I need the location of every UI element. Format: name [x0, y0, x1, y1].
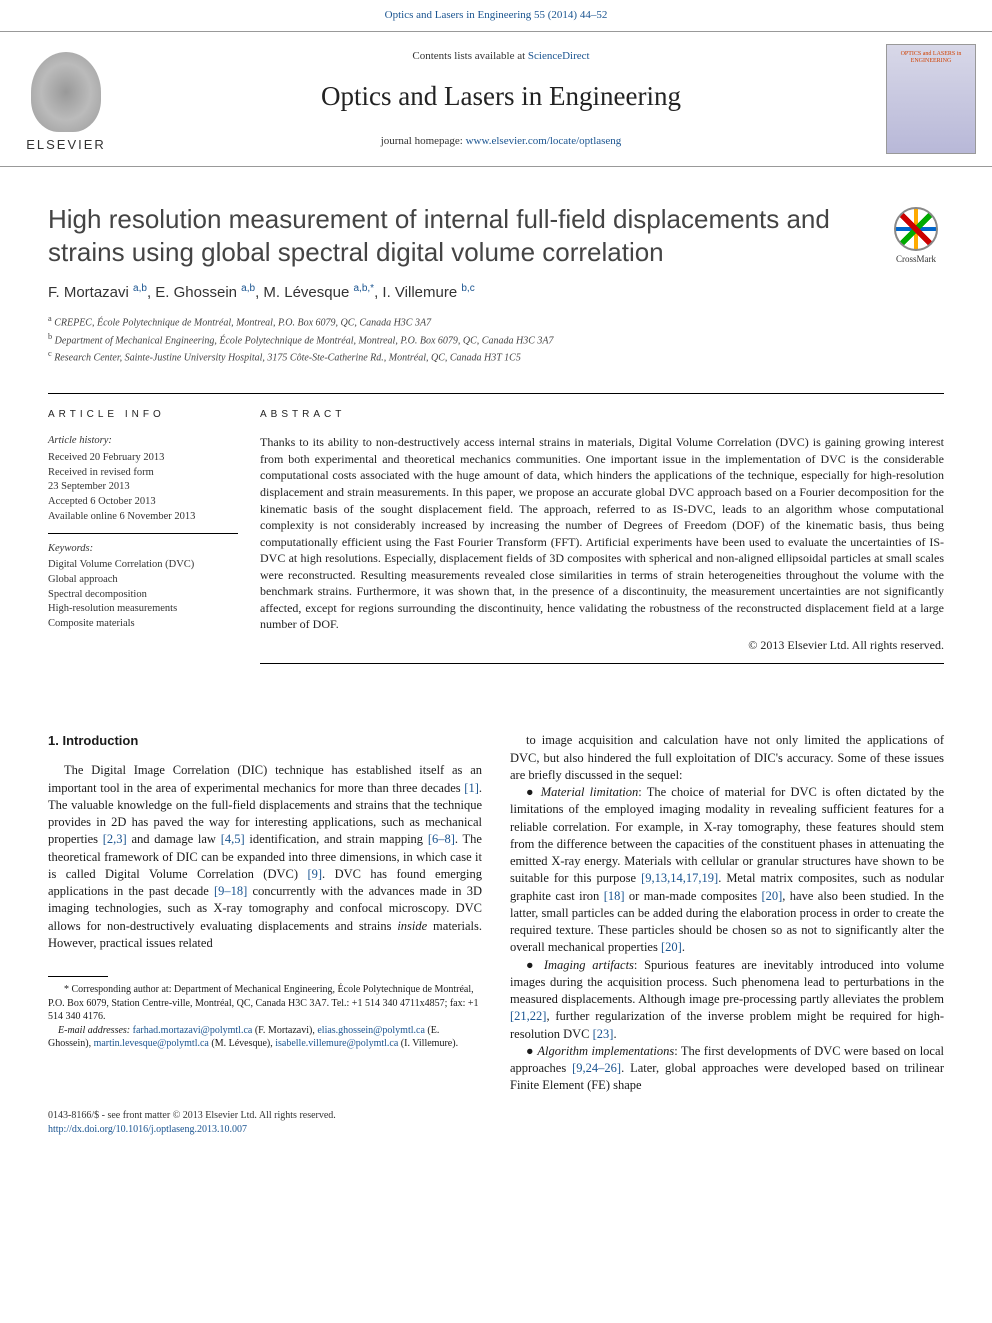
footer-bar: 0143-8166/$ - see front matter © 2013 El…	[0, 1095, 992, 1157]
keyword: Digital Volume Correlation (DVC)	[48, 558, 238, 573]
body-paragraph: The Digital Image Correlation (DIC) tech…	[48, 762, 482, 952]
ref-link[interactable]: [20]	[661, 940, 682, 954]
keywords-block: Keywords: Digital Volume Correlation (DV…	[48, 542, 238, 632]
doi-link[interactable]: http://dx.doi.org/10.1016/j.optlaseng.20…	[48, 1124, 247, 1135]
keyword: Composite materials	[48, 617, 238, 632]
footnote-separator	[48, 976, 108, 977]
affiliations: a CREPEC, École Polytechnique de Montréa…	[48, 313, 944, 365]
history-line: Accepted 6 October 2013	[48, 495, 238, 510]
abstract-text: Thanks to its ability to non-destructive…	[260, 434, 944, 664]
ref-link[interactable]: [1]	[464, 781, 479, 795]
ref-link[interactable]: [9,13,14,17,19]	[641, 871, 718, 885]
body-column-right: to image acquisition and calculation hav…	[510, 732, 944, 1094]
contents-prefix: Contents lists available at	[412, 50, 527, 62]
author: I. Villemure	[382, 284, 457, 301]
issn-copyright: 0143-8166/$ - see front matter © 2013 El…	[48, 1109, 336, 1137]
meta-abstract-row: ARTICLE INFO Article history: Received 2…	[48, 393, 944, 664]
history-line: 23 September 2013	[48, 480, 238, 495]
affil-link[interactable]: a,b,	[353, 284, 370, 301]
affiliation: b Department of Mechanical Engineering, …	[48, 331, 944, 348]
homepage-prefix: journal homepage:	[381, 135, 466, 147]
journal-cover-thumbnail[interactable]: OPTICS and LASERS in ENGINEERING	[886, 44, 976, 154]
keywords-heading: Keywords:	[48, 542, 238, 557]
ref-link[interactable]: [9]	[307, 867, 322, 881]
crossmark-badge[interactable]: CrossMark	[888, 207, 944, 266]
corresponding-author-note: * Corresponding author at: Department of…	[48, 983, 482, 1024]
email-label: E-mail addresses:	[58, 1025, 133, 1036]
keyword: Global approach	[48, 573, 238, 588]
article-info-column: ARTICLE INFO Article history: Received 2…	[48, 394, 260, 664]
publisher-logo-text: ELSEVIER	[26, 136, 106, 154]
corr-link[interactable]: *	[370, 284, 374, 301]
homepage-link[interactable]: www.elsevier.com/locate/optlaseng	[466, 135, 622, 147]
history-line: Received 20 February 2013	[48, 451, 238, 466]
publisher-logo[interactable]: ELSEVIER	[16, 44, 116, 154]
email-link[interactable]: martin.levesque@polymtl.ca	[94, 1038, 209, 1049]
abstract-label: ABSTRACT	[260, 408, 944, 422]
elsevier-tree-icon	[31, 52, 101, 132]
author: F. Mortazavi	[48, 284, 129, 301]
crossmark-label: CrossMark	[888, 253, 944, 266]
ref-link[interactable]: [9–18]	[214, 884, 247, 898]
crossmark-icon	[894, 207, 938, 251]
ref-link[interactable]: [6–8]	[428, 832, 455, 846]
cover-title: OPTICS and LASERS in ENGINEERING	[891, 51, 971, 64]
ref-link[interactable]: [4,5]	[221, 832, 245, 846]
ref-link[interactable]: [18]	[604, 889, 625, 903]
sciencedirect-link[interactable]: ScienceDirect	[528, 50, 590, 62]
issn-line: 0143-8166/$ - see front matter © 2013 El…	[48, 1109, 336, 1123]
contents-line: Contents lists available at ScienceDirec…	[132, 49, 870, 64]
email-link[interactable]: farhad.mortazavi@polymtl.ca	[133, 1025, 253, 1036]
author: E. Ghossein	[155, 284, 237, 301]
journal-name: Optics and Lasers in Engineering	[132, 78, 870, 116]
ref-link[interactable]: [9,24–26]	[572, 1061, 621, 1075]
journal-homepage-line: journal homepage: www.elsevier.com/locat…	[132, 134, 870, 149]
journal-center: Contents lists available at ScienceDirec…	[132, 49, 870, 150]
history-line: Available online 6 November 2013	[48, 510, 238, 525]
affiliation: c Research Center, Sainte-Justine Univer…	[48, 348, 944, 365]
article-history: Article history: Received 20 February 20…	[48, 434, 238, 533]
ref-link[interactable]: [20]	[761, 889, 782, 903]
citation-link[interactable]: Optics and Lasers in Engineering 55 (201…	[385, 9, 608, 21]
body-paragraph: ● Material limitation: The choice of mat…	[510, 784, 944, 957]
email-addresses: E-mail addresses: farhad.mortazavi@polym…	[48, 1024, 482, 1051]
body-paragraph: ● Algorithm implementations: The first d…	[510, 1043, 944, 1095]
ref-link[interactable]: [23]	[593, 1027, 614, 1041]
article-title: High resolution measurement of internal …	[48, 203, 858, 268]
article-front-matter: High resolution measurement of internal …	[0, 167, 992, 684]
journal-header-block: ELSEVIER Contents lists available at Sci…	[0, 31, 992, 167]
authors-line: F. Mortazavi a,b, E. Ghossein a,b, M. Lé…	[48, 282, 944, 303]
author: M. Lévesque	[263, 284, 349, 301]
email-link[interactable]: elias.ghossein@polymtl.ca	[317, 1025, 425, 1036]
history-line: Received in revised form	[48, 466, 238, 481]
ref-link[interactable]: [21,22]	[510, 1009, 546, 1023]
abstract-column: ABSTRACT Thanks to its ability to non-de…	[260, 393, 944, 664]
ref-link[interactable]: [2,3]	[103, 832, 127, 846]
citation-header: Optics and Lasers in Engineering 55 (201…	[0, 0, 992, 31]
abstract-copyright: © 2013 Elsevier Ltd. All rights reserved…	[260, 637, 944, 654]
section-heading: 1. Introduction	[48, 732, 482, 750]
body-paragraph: ● Imaging artifacts: Spurious features a…	[510, 957, 944, 1043]
email-link[interactable]: isabelle.villemure@polymtl.ca	[275, 1038, 398, 1049]
affil-link[interactable]: a,b	[241, 284, 255, 301]
article-body: 1. Introduction The Digital Image Correl…	[0, 732, 992, 1094]
body-paragraph: to image acquisition and calculation hav…	[510, 732, 944, 784]
footnotes: * Corresponding author at: Department of…	[48, 983, 482, 1051]
affil-link[interactable]: a,b	[133, 284, 147, 301]
affil-link[interactable]: b,c	[461, 284, 474, 301]
keyword: High-resolution measurements	[48, 602, 238, 617]
keyword: Spectral decomposition	[48, 588, 238, 603]
affiliation: a CREPEC, École Polytechnique de Montréa…	[48, 313, 944, 330]
body-column-left: 1. Introduction The Digital Image Correl…	[48, 732, 482, 1094]
history-heading: Article history:	[48, 434, 238, 449]
article-info-label: ARTICLE INFO	[48, 408, 238, 422]
